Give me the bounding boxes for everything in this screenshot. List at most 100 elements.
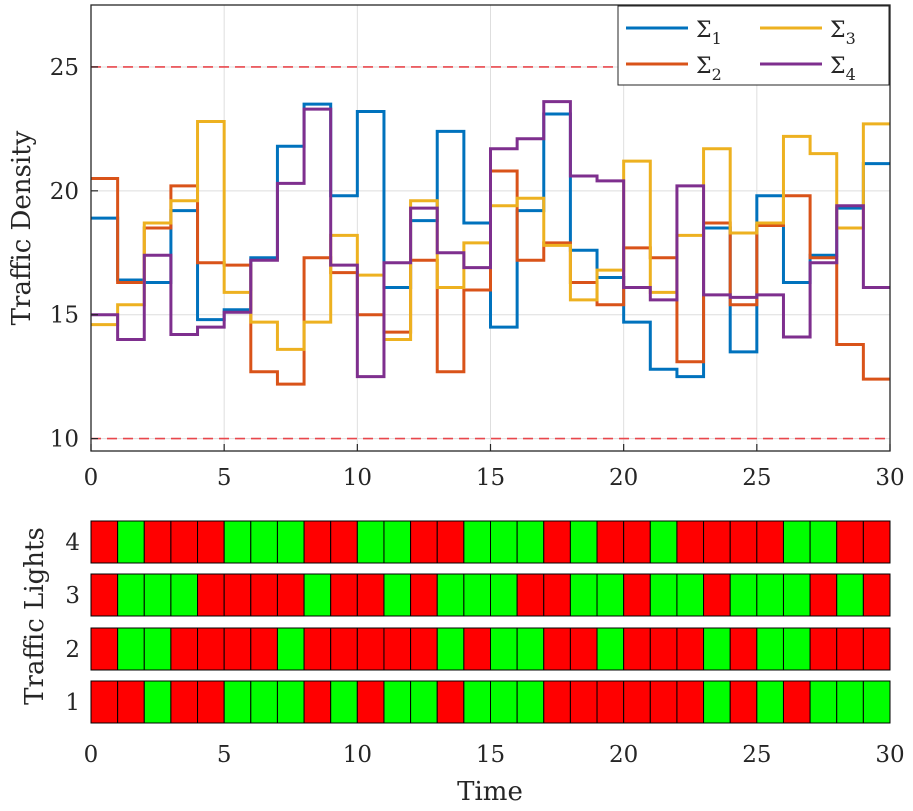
x-tick-label: 30 — [875, 742, 904, 768]
light-cell-1-14 — [463, 680, 492, 724]
light-cell-3-5 — [223, 573, 252, 617]
light-cell-3-3 — [170, 573, 199, 617]
light-cell-2-6 — [250, 627, 278, 671]
light-cell-3-13 — [436, 573, 465, 617]
light-cell-3-26 — [782, 573, 811, 617]
light-cell-1-4 — [197, 680, 225, 724]
light-cell-4-21 — [649, 520, 678, 564]
light-cell-2-26 — [782, 627, 811, 671]
light-cell-3-2 — [143, 573, 172, 617]
light-cell-1-18 — [569, 680, 598, 724]
light-cell-4-5 — [223, 520, 252, 564]
light-cell-3-24 — [729, 573, 758, 617]
light-cell-3-29 — [862, 573, 891, 617]
light-cell-2-27 — [809, 627, 838, 671]
light-cell-4-22 — [676, 520, 705, 564]
light-cell-2-7 — [276, 627, 305, 671]
light-cell-2-4 — [197, 627, 225, 671]
light-cell-3-23 — [703, 573, 731, 617]
light-cell-1-24 — [729, 680, 758, 724]
x-tick-label: 5 — [217, 742, 232, 768]
light-cell-1-22 — [676, 680, 705, 724]
light-cell-2-22 — [676, 627, 705, 671]
light-cell-4-18 — [569, 520, 598, 564]
light-cell-3-12 — [410, 573, 438, 617]
lights-axes: 1 2 3 4 0 5 10 15 20 25 30 Traffic Lights Time — [20, 520, 905, 807]
light-cell-4-14 — [463, 520, 492, 564]
light-cell-4-9 — [330, 520, 358, 564]
light-cell-4-4 — [197, 520, 225, 564]
light-cell-2-17 — [543, 627, 571, 671]
lights-ylabel: Traffic Lights — [20, 527, 50, 705]
legend-label-2: Σ2 — [696, 54, 722, 84]
light-cell-4-6 — [250, 520, 278, 564]
light-cell-2-1 — [117, 627, 145, 671]
light-cell-2-18 — [569, 627, 598, 671]
light-cell-2-29 — [862, 627, 891, 671]
light-cell-1-6 — [250, 680, 278, 724]
light-cell-3-8 — [303, 573, 332, 617]
light-cell-3-6 — [250, 573, 278, 617]
legend-box — [617, 5, 890, 86]
light-cell-4-16 — [516, 520, 545, 564]
x-tick-label: 25 — [742, 742, 771, 768]
light-cell-2-8 — [303, 627, 332, 671]
light-cell-1-7 — [276, 680, 305, 724]
density-ylabel: Traffic Density — [7, 130, 37, 325]
light-cell-4-11 — [383, 520, 412, 564]
light-cell-4-2 — [143, 520, 172, 564]
x-tick-label: 20 — [609, 742, 638, 768]
light-cell-1-10 — [356, 680, 385, 724]
light-cell-2-11 — [383, 627, 412, 671]
light-cell-1-21 — [649, 680, 678, 724]
light-cell-2-24 — [729, 627, 758, 671]
legend-subscript: 1 — [712, 29, 722, 48]
legend-symbol: Σ — [830, 18, 846, 43]
light-cell-2-5 — [223, 627, 252, 671]
light-cell-3-15 — [490, 573, 518, 617]
x-tick-label: 30 — [875, 465, 904, 491]
light-cell-2-19 — [596, 627, 625, 671]
light-cell-1-5 — [223, 680, 252, 724]
light-cell-3-27 — [809, 573, 838, 617]
light-cell-4-20 — [623, 520, 651, 564]
lights-ticks: 1 2 3 4 0 5 10 15 20 25 30 — [65, 530, 904, 768]
light-cell-1-13 — [436, 680, 465, 724]
x-tick-label: 25 — [742, 465, 771, 491]
legend-subscript: 2 — [712, 65, 722, 84]
light-cell-1-17 — [543, 680, 571, 724]
light-cell-1-20 — [623, 680, 651, 724]
light-cell-2-2 — [143, 627, 172, 671]
light-cell-2-10 — [356, 627, 385, 671]
legend-symbol: Σ — [696, 18, 712, 43]
light-cell-4-17 — [543, 520, 571, 564]
light-cell-4-25 — [756, 520, 784, 564]
legend-symbol: Σ — [830, 54, 846, 79]
light-cell-2-16 — [516, 627, 545, 671]
y-tick-label: 15 — [50, 303, 79, 329]
light-cell-1-23 — [703, 680, 731, 724]
row-label-2: 2 — [65, 637, 80, 663]
y-tick-label: 10 — [50, 427, 79, 453]
row-label-1: 1 — [65, 690, 80, 716]
light-cell-4-29 — [862, 520, 891, 564]
x-tick-label: 15 — [476, 465, 505, 491]
light-cell-1-11 — [383, 680, 412, 724]
row-label-4: 4 — [65, 530, 80, 556]
light-cell-1-8 — [303, 680, 332, 724]
x-tick-label: 10 — [343, 742, 372, 768]
legend-label-3: Σ3 — [830, 18, 856, 48]
light-cell-1-25 — [756, 680, 784, 724]
light-cell-4-28 — [836, 520, 864, 564]
series-line-4 — [91, 100, 890, 379]
light-cell-3-11 — [383, 573, 412, 617]
density-ticks: 0 5 10 15 20 25 30 10 15 20 25 — [50, 55, 905, 491]
legend-label-4: Σ4 — [830, 54, 856, 84]
light-cell-2-3 — [170, 627, 199, 671]
light-cell-4-10 — [356, 520, 385, 564]
light-cell-2-9 — [330, 627, 358, 671]
density-series — [91, 100, 890, 386]
light-cell-4-15 — [490, 520, 518, 564]
light-cell-1-27 — [809, 680, 838, 724]
